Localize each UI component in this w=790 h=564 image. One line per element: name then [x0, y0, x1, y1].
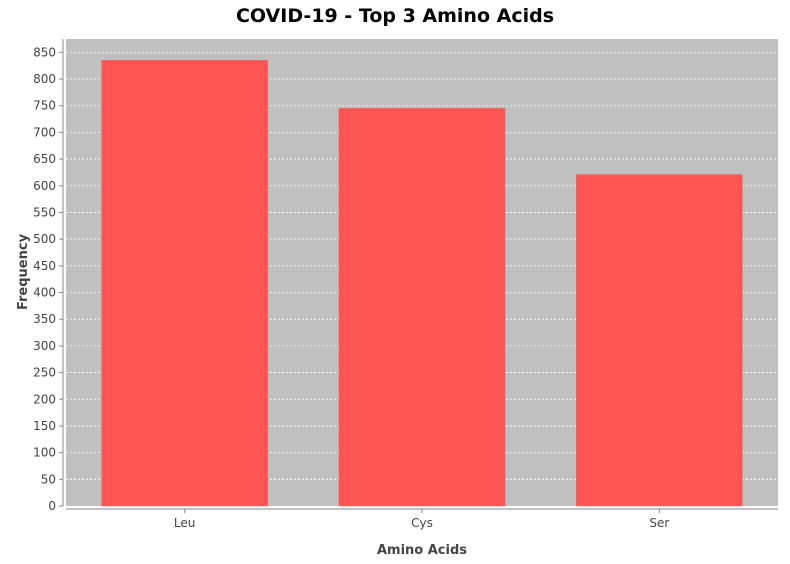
y-tick-label: 350 — [33, 312, 56, 326]
bar-cys — [338, 108, 506, 507]
x-tick-label-cys: Cys — [411, 516, 433, 530]
y-tick-label: 600 — [33, 179, 56, 193]
y-tick-label: 850 — [33, 45, 56, 59]
y-axis-ticks: 0 50 100 150 200 250 300 350 400 450 500 550 600 650 7… — [33, 45, 63, 513]
y-tick-label: 150 — [33, 419, 56, 433]
chart-title: COVID-19 - Top 3 Amino Acids — [236, 5, 554, 27]
x-axis-label: Amino Acids — [377, 543, 467, 558]
y-tick-label: 0 — [48, 499, 56, 513]
y-tick-label: 250 — [33, 366, 56, 380]
y-tick-label: 700 — [33, 125, 56, 139]
y-tick-label: 500 — [33, 232, 56, 246]
y-tick-label: 100 — [33, 446, 56, 460]
y-tick-label: 50 — [41, 472, 56, 486]
y-tick-label: 650 — [33, 152, 56, 166]
y-axis-label: Frequency — [16, 233, 31, 310]
y-tick-label: 800 — [33, 72, 56, 86]
y-tick-label: 550 — [33, 205, 56, 219]
bar-leu — [101, 60, 268, 507]
bar-ser — [576, 174, 743, 507]
y-tick-label: 400 — [33, 286, 56, 300]
y-tick-label: 200 — [33, 392, 56, 406]
x-tick-label-leu: Leu — [174, 516, 195, 530]
bars — [101, 60, 743, 507]
x-tick-label-ser: Ser — [649, 516, 669, 530]
x-axis-ticks: Leu Cys Ser — [174, 509, 669, 530]
y-tick-label: 450 — [33, 259, 56, 273]
y-tick-label: 750 — [33, 99, 56, 113]
y-tick-label: 300 — [33, 339, 56, 353]
